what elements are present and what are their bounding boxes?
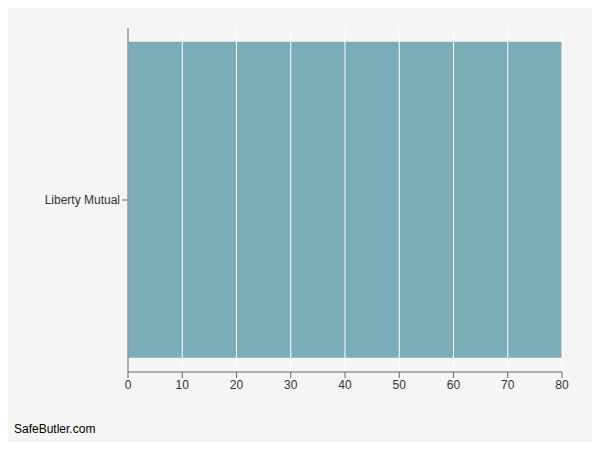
svg-text:20: 20 (230, 378, 244, 392)
svg-text:0: 0 (125, 378, 132, 392)
svg-text:10: 10 (176, 378, 190, 392)
svg-text:80: 80 (555, 378, 569, 392)
svg-text:40: 40 (338, 378, 352, 392)
svg-text:50: 50 (393, 378, 407, 392)
svg-text:60: 60 (447, 378, 461, 392)
svg-text:30: 30 (284, 378, 298, 392)
svg-text:Liberty Mutual: Liberty Mutual (45, 193, 120, 207)
svg-text:70: 70 (501, 378, 515, 392)
html-text:SafeButler.com: SafeButler.com (14, 422, 96, 436)
